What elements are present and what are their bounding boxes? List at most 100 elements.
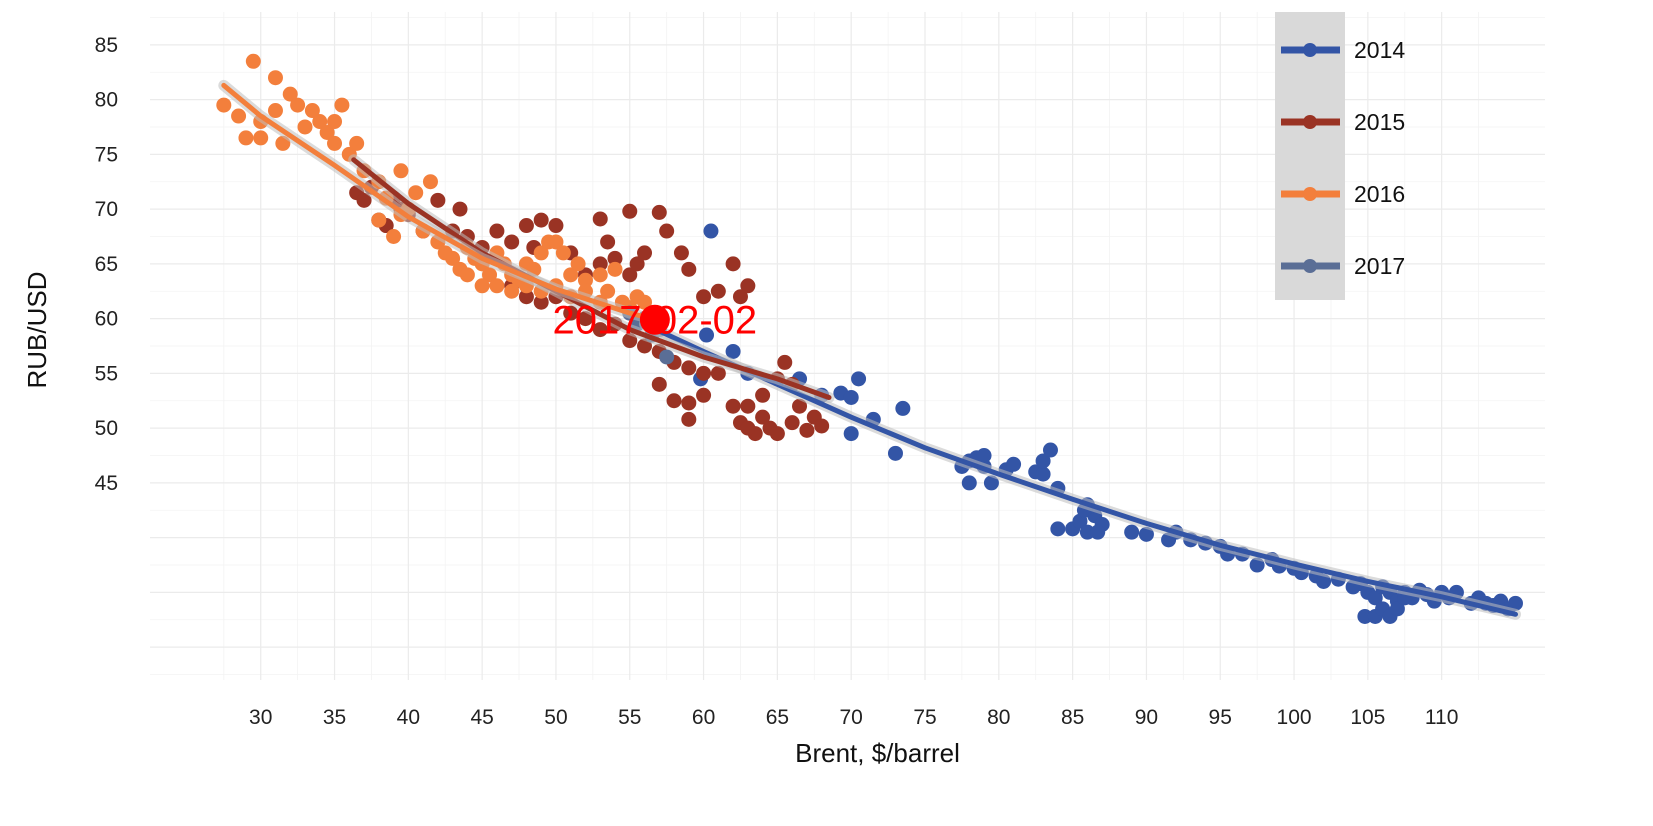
- point-2015: [592, 211, 608, 227]
- point-2015: [681, 411, 697, 427]
- y-tick-labels: 45 50 55 60 65 70 75 80 85: [95, 34, 118, 495]
- point-2016: [349, 135, 365, 151]
- x-tick-label: 75: [913, 706, 936, 729]
- point-2015: [651, 204, 667, 220]
- legend-label-2015: 2015: [1354, 109, 1405, 135]
- x-tick-label: 90: [1135, 706, 1158, 729]
- point-2015: [696, 387, 712, 403]
- point-2015: [696, 365, 712, 381]
- point-2014: [1249, 557, 1265, 573]
- point-2015: [548, 218, 564, 234]
- point-2014: [725, 343, 741, 359]
- legend: 2014 2015 2016 2017: [1275, 12, 1405, 300]
- point-2016: [386, 228, 402, 244]
- point-2016: [445, 250, 461, 266]
- point-2016: [474, 278, 490, 294]
- legend-label-2016: 2016: [1354, 181, 1405, 207]
- legend-label-2017: 2017: [1354, 253, 1405, 279]
- point-2014: [699, 327, 715, 343]
- point-2014: [1367, 590, 1383, 606]
- point-2015: [637, 245, 653, 261]
- point-2015: [681, 395, 697, 411]
- x-tick-label: 60: [692, 706, 715, 729]
- point-2016: [231, 108, 247, 124]
- point-2016: [282, 86, 298, 102]
- y-tick-label: 80: [95, 89, 118, 112]
- point-2015: [622, 267, 638, 283]
- y-tick-label: 65: [95, 253, 118, 276]
- x-tick-labels: 30 35 40 45 50 55 60 65 70 75 80 85 90 95 100 105 110: [249, 706, 1458, 729]
- point-2015: [592, 256, 608, 272]
- x-tick-label: 110: [1425, 706, 1458, 729]
- point-2015: [681, 261, 697, 277]
- point-2015: [696, 289, 712, 305]
- point-2016: [563, 267, 579, 283]
- x-tick-label: 40: [397, 706, 420, 729]
- point-2015: [666, 393, 682, 409]
- point-2014: [1124, 524, 1140, 540]
- point-2014: [961, 475, 977, 491]
- point-2016: [393, 163, 409, 179]
- point-2016: [489, 278, 505, 294]
- point-2015: [755, 409, 771, 425]
- point-2016: [216, 97, 232, 113]
- fit-line-2014: [642, 321, 1518, 617]
- legend-key-point-2015: [1303, 115, 1317, 129]
- point-2016: [245, 53, 261, 69]
- point-2016: [253, 130, 269, 146]
- point-2015: [533, 212, 549, 228]
- x-tick-label: 55: [618, 706, 641, 729]
- point-2014: [1316, 573, 1332, 589]
- y-tick-label: 85: [95, 34, 118, 57]
- y-tick-label: 75: [95, 143, 118, 166]
- point-2014: [1035, 453, 1051, 469]
- point-2015: [681, 360, 697, 376]
- point-2015: [673, 245, 689, 261]
- point-2016: [304, 103, 320, 119]
- annotation-point: [639, 304, 670, 335]
- point-2014: [887, 445, 903, 461]
- point-2015: [792, 398, 808, 414]
- point-2016: [267, 70, 283, 86]
- point-2016: [290, 97, 306, 113]
- point-2014: [1050, 521, 1066, 537]
- point-2015: [659, 223, 675, 239]
- point-2016: [637, 294, 653, 310]
- point-2016: [555, 245, 571, 261]
- x-tick-label: 70: [840, 706, 863, 729]
- x-tick-label: 30: [249, 706, 272, 729]
- point-2015: [607, 250, 623, 266]
- x-tick-label: 105: [1350, 706, 1385, 729]
- legend-key-point-2014: [1303, 43, 1317, 57]
- point-2016: [533, 245, 549, 261]
- point-2015: [740, 398, 756, 414]
- x-tick-label: 35: [323, 706, 346, 729]
- point-2016: [297, 119, 313, 135]
- point-2017: [659, 349, 675, 365]
- x-tick-label: 50: [544, 706, 567, 729]
- point-2015: [710, 365, 726, 381]
- point-2016: [570, 256, 586, 272]
- point-2015: [725, 398, 741, 414]
- point-2015: [577, 311, 593, 327]
- annotations: 2017-02-02: [553, 299, 758, 343]
- point-2015: [769, 426, 785, 442]
- point-2016: [327, 114, 343, 130]
- point-2016: [319, 124, 335, 140]
- legend-key-point-2017: [1303, 259, 1317, 273]
- point-2014: [976, 448, 992, 464]
- fit-band-2014: [639, 318, 1521, 620]
- point-2016: [600, 283, 616, 299]
- point-2015: [784, 415, 800, 431]
- point-2015: [622, 203, 638, 219]
- point-2015: [740, 420, 756, 436]
- point-2016: [371, 212, 387, 228]
- point-2014: [703, 223, 719, 239]
- point-2015: [629, 256, 645, 272]
- legend-key-point-2016: [1303, 187, 1317, 201]
- point-2014: [1090, 524, 1106, 540]
- point-2015: [725, 256, 741, 272]
- point-2014: [1035, 466, 1051, 482]
- point-2014: [1357, 608, 1373, 624]
